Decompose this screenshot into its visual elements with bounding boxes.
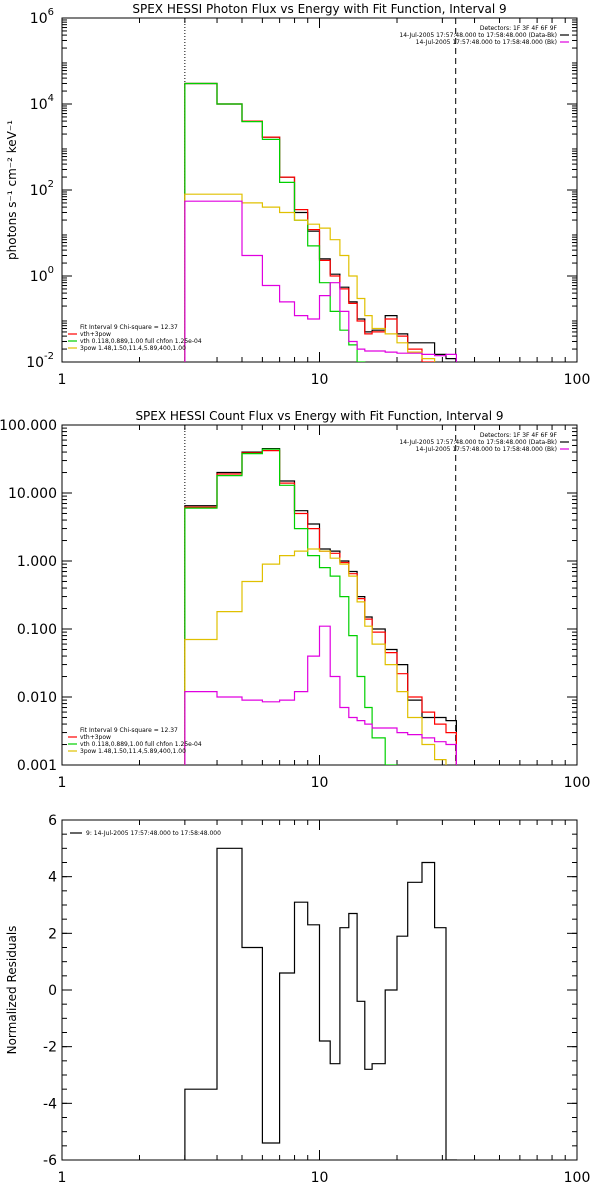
x-tick-label: 1 — [58, 775, 67, 791]
y-axis: 10-2 100 102 104 106 — [26, 7, 577, 371]
series-3pow — [184, 548, 447, 765]
y-tick-label: 100 — [30, 265, 54, 285]
chart-panel-2: SPEX HESSI Count Flux vs Energy with Fit… — [0, 409, 591, 791]
x-tick-label: 1 — [58, 372, 67, 388]
legend-text: Detectors: 1F 3F 4F 6F 9F — [480, 432, 558, 439]
y-tick-label: 10-2 — [26, 351, 54, 371]
legend-text: vth 0.118,0.889,1.00 full chfon 1.25e-04 — [80, 741, 202, 748]
plot-frame — [61, 424, 578, 766]
legend-text: 14-Jul-2005 17:57:48.000 to 17:58:48.000… — [399, 439, 557, 446]
x-axis: 1 10 100 — [58, 425, 591, 791]
legend-bottom-left: Fit Interval 9 Chi-square = 12.37vth+3po… — [68, 324, 202, 352]
legend-text: 14-Jul-2005 17:57:48.000 to 17:58:48.000… — [416, 446, 557, 453]
series-data-bk — [184, 82, 457, 362]
legend-text: 3pow 1.48,1.50,11.4,5.89,400,1.00 — [80, 345, 186, 352]
y-tick-label: 102 — [30, 179, 54, 199]
legend-text: Fit Interval 9 Chi-square = 12.37 — [80, 727, 178, 734]
legend-top-left: 9: 14-Jul-2005 17:57:48.000 to 17:58:48.… — [70, 830, 221, 837]
y-tick-label: 10.000 — [8, 486, 57, 502]
legend-text: vth+3pow — [80, 331, 111, 338]
y-tick-label: 106 — [30, 7, 54, 27]
series-group — [184, 82, 457, 362]
x-axis: 1 10 100 — [58, 820, 591, 1186]
y-tick-label: -4 — [43, 1096, 57, 1112]
y-tick-label: 0.001 — [17, 758, 57, 774]
y-tick-label: 0.100 — [17, 622, 57, 638]
y-tick-label: 6 — [48, 813, 57, 829]
y-tick-label: 100.000 — [0, 418, 57, 434]
legend-text: 9: 14-Jul-2005 17:57:48.000 to 17:58:48.… — [86, 830, 221, 837]
y-tick-label: 2 — [48, 926, 57, 942]
y-tick-label: 0 — [48, 983, 57, 999]
y-tick-label: 0.010 — [17, 690, 57, 706]
legend-text: Fit Interval 9 Chi-square = 12.37 — [80, 324, 178, 331]
chart-title: SPEX HESSI Count Flux vs Energy with Fit… — [135, 409, 503, 423]
series-residuals — [184, 847, 457, 1160]
legend-text: 14-Jul-2005 17:57:48.000 to 17:58:48.000… — [399, 32, 557, 39]
y-tick-label: -2 — [43, 1040, 57, 1056]
legend-text: vth+3pow — [80, 734, 111, 741]
chart-title: SPEX HESSI Photon Flux vs Energy with Fi… — [132, 2, 506, 16]
series-bk — [184, 200, 457, 362]
legend-text: 3pow 1.48,1.50,11.4,5.89,400,1.00 — [80, 748, 186, 755]
x-tick-label: 10 — [311, 1170, 329, 1186]
y-tick-label: 4 — [48, 870, 57, 886]
legend-text: 14-Jul-2005 17:57:48.000 to 17:58:48.000… — [416, 39, 557, 46]
y-axis-label: Normalized Residuals — [5, 926, 19, 1055]
legend-bottom-left: Fit Interval 9 Chi-square = 12.37vth+3po… — [68, 727, 202, 755]
series-vth — [184, 82, 366, 362]
y-axis-label: photons s⁻¹ cm⁻² keV⁻¹ — [5, 120, 19, 260]
y-tick-label: 1.000 — [17, 554, 57, 570]
y-tick-label: -6 — [43, 1153, 57, 1169]
x-tick-label: 100 — [564, 1170, 591, 1186]
y-axis: -6 -4 -2 0 2 4 6 — [43, 813, 577, 1169]
y-tick-label: 104 — [30, 93, 54, 113]
chart-panel-1: SPEX HESSI Photon Flux vs Energy with Fi… — [5, 2, 591, 388]
chart-panel-3: Normalized Residuals 1 10 100 -6 -4 -2 0 2 4 6 9: 1… — [5, 813, 591, 1186]
legend-text: Detectors: 1F 3F 4F 6F 9F — [480, 25, 558, 32]
x-tick-label: 100 — [564, 372, 591, 388]
x-tick-label: 100 — [564, 775, 591, 791]
x-axis: 1 10 100 — [58, 18, 591, 388]
series-vth — [184, 448, 398, 765]
x-tick-label: 1 — [58, 1170, 67, 1186]
legend-text: vth 0.118,0.889,1.00 full chfon 1.25e-04 — [80, 338, 202, 345]
series-group — [184, 448, 457, 765]
series-vth-3pow — [184, 82, 436, 362]
x-tick-label: 10 — [311, 372, 329, 388]
x-tick-label: 10 — [311, 775, 329, 791]
y-axis: 0.001 0.010 0.100 1.000 10.000 100.000 — [0, 418, 577, 774]
series-group — [184, 847, 457, 1160]
series-bk — [184, 625, 457, 765]
